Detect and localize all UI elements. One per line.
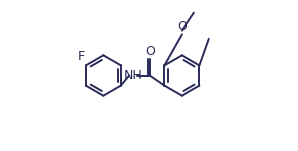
- Text: O: O: [145, 45, 155, 58]
- Text: F: F: [77, 50, 84, 63]
- Text: O: O: [177, 20, 187, 33]
- Text: NH: NH: [124, 69, 143, 82]
